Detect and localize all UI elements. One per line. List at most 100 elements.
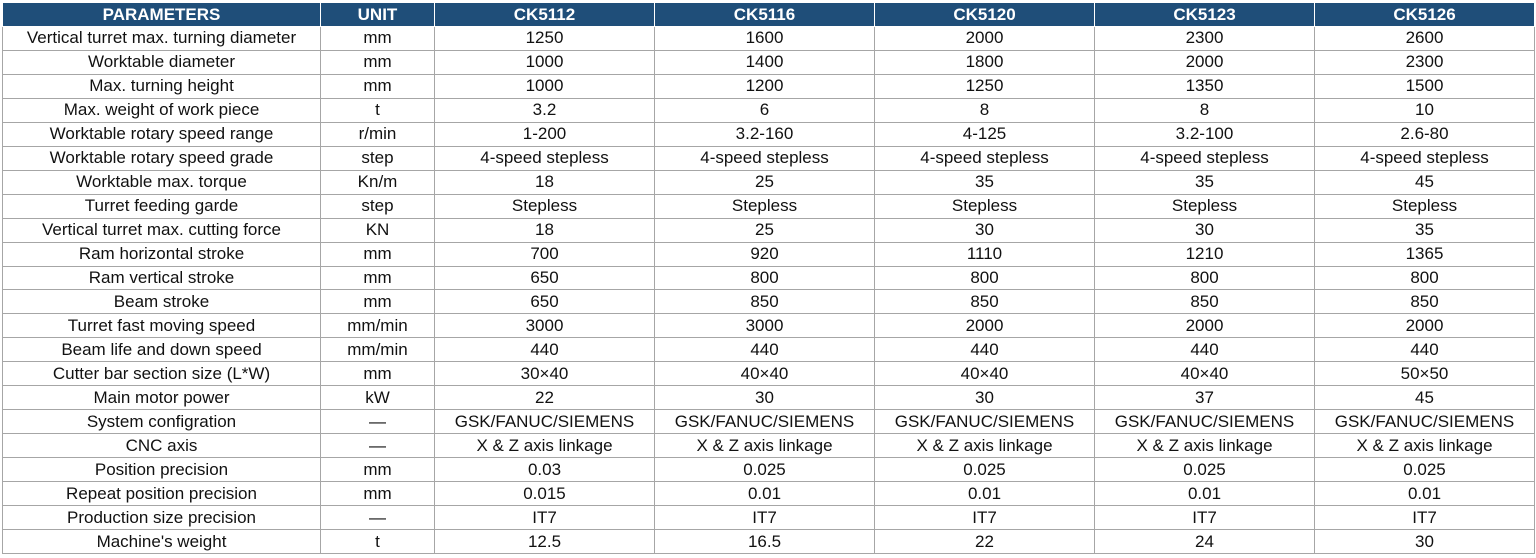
value-cell: GSK/FANUC/SIEMENS	[654, 409, 875, 435]
value-cell: 440	[434, 337, 655, 363]
header-model: CK5123	[1094, 2, 1315, 27]
value-cell: IT7	[434, 505, 655, 531]
value-cell: 1250	[434, 26, 655, 51]
unit-cell: mm	[320, 26, 435, 51]
value-cell: 25	[654, 217, 875, 243]
value-cell: 0.01	[654, 481, 875, 507]
value-cell: 35	[1094, 169, 1315, 195]
value-cell: 440	[1094, 337, 1315, 363]
param-cell: Beam stroke	[2, 289, 321, 315]
param-cell: Vertical turret max. cutting force	[2, 217, 321, 243]
header-unit: UNIT	[320, 2, 435, 27]
param-cell: Production size precision	[2, 505, 321, 531]
unit-cell: step	[320, 193, 435, 219]
value-cell: 30	[874, 217, 1095, 243]
value-cell: Stepless	[434, 193, 655, 219]
table-row: Max. turning height mm 1000 1200 1250 1350 150…	[2, 73, 1535, 99]
value-cell: 0.01	[874, 481, 1095, 507]
header-model: CK5112	[434, 2, 655, 27]
value-cell: 1110	[874, 241, 1095, 267]
table-row: Ram vertical stroke mm 650 800 800 800 800	[2, 265, 1535, 291]
unit-cell: mm	[320, 457, 435, 483]
header-model: CK5116	[654, 2, 875, 27]
param-cell: Turret fast moving speed	[2, 313, 321, 339]
value-cell: 650	[434, 289, 655, 315]
value-cell: 800	[654, 265, 875, 291]
param-cell: Machine's weight	[2, 529, 321, 554]
value-cell: 1800	[874, 49, 1095, 75]
value-cell: 1500	[1314, 73, 1535, 99]
value-cell: 37	[1094, 385, 1315, 411]
value-cell: 4-speed stepless	[874, 145, 1095, 171]
value-cell: 2300	[1094, 26, 1315, 51]
value-cell: 12.5	[434, 529, 655, 554]
value-cell: 1365	[1314, 241, 1535, 267]
value-cell: 0.025	[1094, 457, 1315, 483]
unit-cell: mm	[320, 289, 435, 315]
value-cell: 18	[434, 217, 655, 243]
value-cell: X & Z axis linkage	[1094, 433, 1315, 459]
table-row: Worktable diameter mm 1000 1400 1800 2000 2300	[2, 49, 1535, 75]
table-row: Max. weight of work piece t 3.2 6 8 8 10	[2, 97, 1535, 123]
unit-cell: step	[320, 145, 435, 171]
value-cell: 1600	[654, 26, 875, 51]
value-cell: 10	[1314, 97, 1535, 123]
value-cell: Stepless	[1314, 193, 1535, 219]
value-cell: 6	[654, 97, 875, 123]
value-cell: 24	[1094, 529, 1315, 554]
unit-cell: t	[320, 529, 435, 554]
value-cell: 2000	[874, 26, 1095, 51]
value-cell: 35	[874, 169, 1095, 195]
value-cell: 850	[1314, 289, 1535, 315]
param-cell: System configration	[2, 409, 321, 435]
value-cell: 1000	[434, 49, 655, 75]
value-cell: 0.015	[434, 481, 655, 507]
value-cell: IT7	[654, 505, 875, 531]
unit-cell: mm/min	[320, 337, 435, 363]
value-cell: 1250	[874, 73, 1095, 99]
value-cell: 440	[1314, 337, 1535, 363]
table-row: Beam life and down speed mm/min 440 440 440 4…	[2, 337, 1535, 363]
value-cell: GSK/FANUC/SIEMENS	[1094, 409, 1315, 435]
value-cell: 4-125	[874, 121, 1095, 147]
unit-cell: r/min	[320, 121, 435, 147]
value-cell: 45	[1314, 169, 1535, 195]
value-cell: X & Z axis linkage	[654, 433, 875, 459]
param-cell: Main motor power	[2, 385, 321, 411]
value-cell: 4-speed stepless	[654, 145, 875, 171]
unit-cell: mm	[320, 361, 435, 387]
value-cell: 2000	[1314, 313, 1535, 339]
table-row: Turret fast moving speed mm/min 3000 3000 20…	[2, 313, 1535, 339]
value-cell: 2000	[1094, 49, 1315, 75]
value-cell: 1210	[1094, 241, 1315, 267]
param-cell: Turret feeding garde	[2, 193, 321, 219]
param-cell: Cutter bar section size (L*W)	[2, 361, 321, 387]
value-cell: 1200	[654, 73, 875, 99]
value-cell: 4-speed stepless	[434, 145, 655, 171]
value-cell: 700	[434, 241, 655, 267]
unit-cell: mm/min	[320, 313, 435, 339]
value-cell: IT7	[1094, 505, 1315, 531]
value-cell: 2000	[874, 313, 1095, 339]
value-cell: 50×50	[1314, 361, 1535, 387]
value-cell: X & Z axis linkage	[434, 433, 655, 459]
param-cell: Worktable rotary speed grade	[2, 145, 321, 171]
value-cell: 40×40	[654, 361, 875, 387]
param-cell: Ram horizontal stroke	[2, 241, 321, 267]
value-cell: 4-speed stepless	[1314, 145, 1535, 171]
value-cell: 850	[874, 289, 1095, 315]
value-cell: 8	[874, 97, 1095, 123]
value-cell: IT7	[874, 505, 1095, 531]
value-cell: 30	[654, 385, 875, 411]
value-cell: 1-200	[434, 121, 655, 147]
value-cell: X & Z axis linkage	[874, 433, 1095, 459]
value-cell: 920	[654, 241, 875, 267]
header-model: CK5120	[874, 2, 1095, 27]
table-row: Vertical turret max. turning diameter mm 1…	[2, 26, 1535, 51]
unit-cell: mm	[320, 481, 435, 507]
value-cell: 650	[434, 265, 655, 291]
value-cell: GSK/FANUC/SIEMENS	[874, 409, 1095, 435]
unit-cell: t	[320, 97, 435, 123]
table-row: Repeat position precision mm 0.015 0.01 0.01…	[2, 481, 1535, 507]
